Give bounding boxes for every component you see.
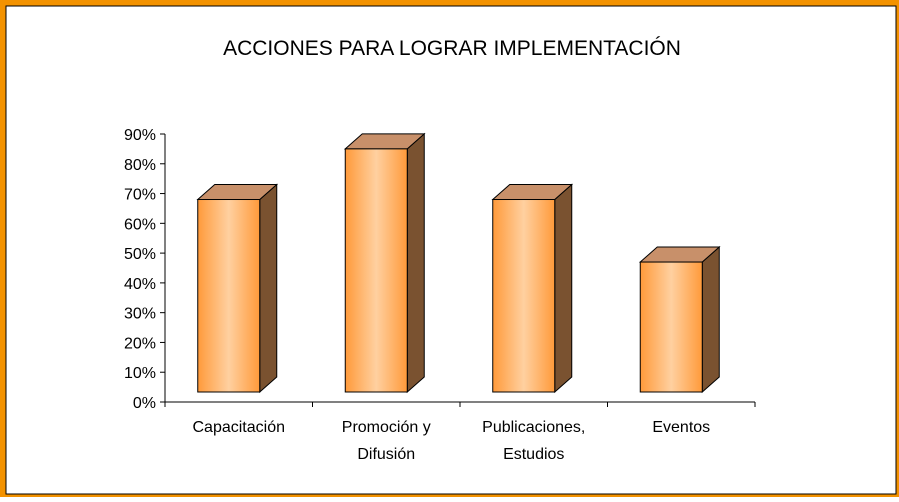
y-tick-label: 70% bbox=[124, 187, 156, 204]
bar-side bbox=[406, 132, 425, 394]
bar-front bbox=[639, 261, 703, 393]
x-tick-label: Eventos bbox=[652, 419, 710, 436]
y-tick-label: 10% bbox=[124, 365, 156, 382]
bar bbox=[638, 245, 721, 394]
y-tick-label: 60% bbox=[124, 216, 156, 233]
x-tick-label: Capacitación bbox=[193, 419, 286, 436]
bar bbox=[343, 132, 426, 394]
y-tick-label: 40% bbox=[124, 276, 156, 293]
x-tick-label: Estudios bbox=[503, 446, 564, 463]
y-tick-label: 80% bbox=[124, 157, 156, 174]
bar-side bbox=[701, 245, 720, 394]
chart-area bbox=[5, 5, 897, 495]
x-tick-label: Publicaciones, bbox=[482, 419, 585, 436]
bar-side bbox=[259, 183, 278, 394]
bar bbox=[196, 183, 279, 394]
bar bbox=[491, 183, 574, 394]
y-tick-label: 30% bbox=[124, 306, 156, 323]
y-tick-label: 0% bbox=[133, 395, 156, 412]
y-tick-label: 50% bbox=[124, 246, 156, 263]
y-tick-label: 20% bbox=[124, 335, 156, 352]
chart-title: ACCIONES PARA LOGRAR IMPLEMENTACIÓN bbox=[223, 37, 681, 60]
bar-front bbox=[344, 148, 408, 393]
y-tick-label: 90% bbox=[124, 127, 156, 144]
x-tick-label: Difusión bbox=[357, 446, 415, 463]
bar-front bbox=[492, 199, 556, 393]
bar-side bbox=[554, 183, 573, 394]
bar-front bbox=[197, 199, 261, 393]
x-tick-label: Promoción y bbox=[342, 419, 431, 436]
